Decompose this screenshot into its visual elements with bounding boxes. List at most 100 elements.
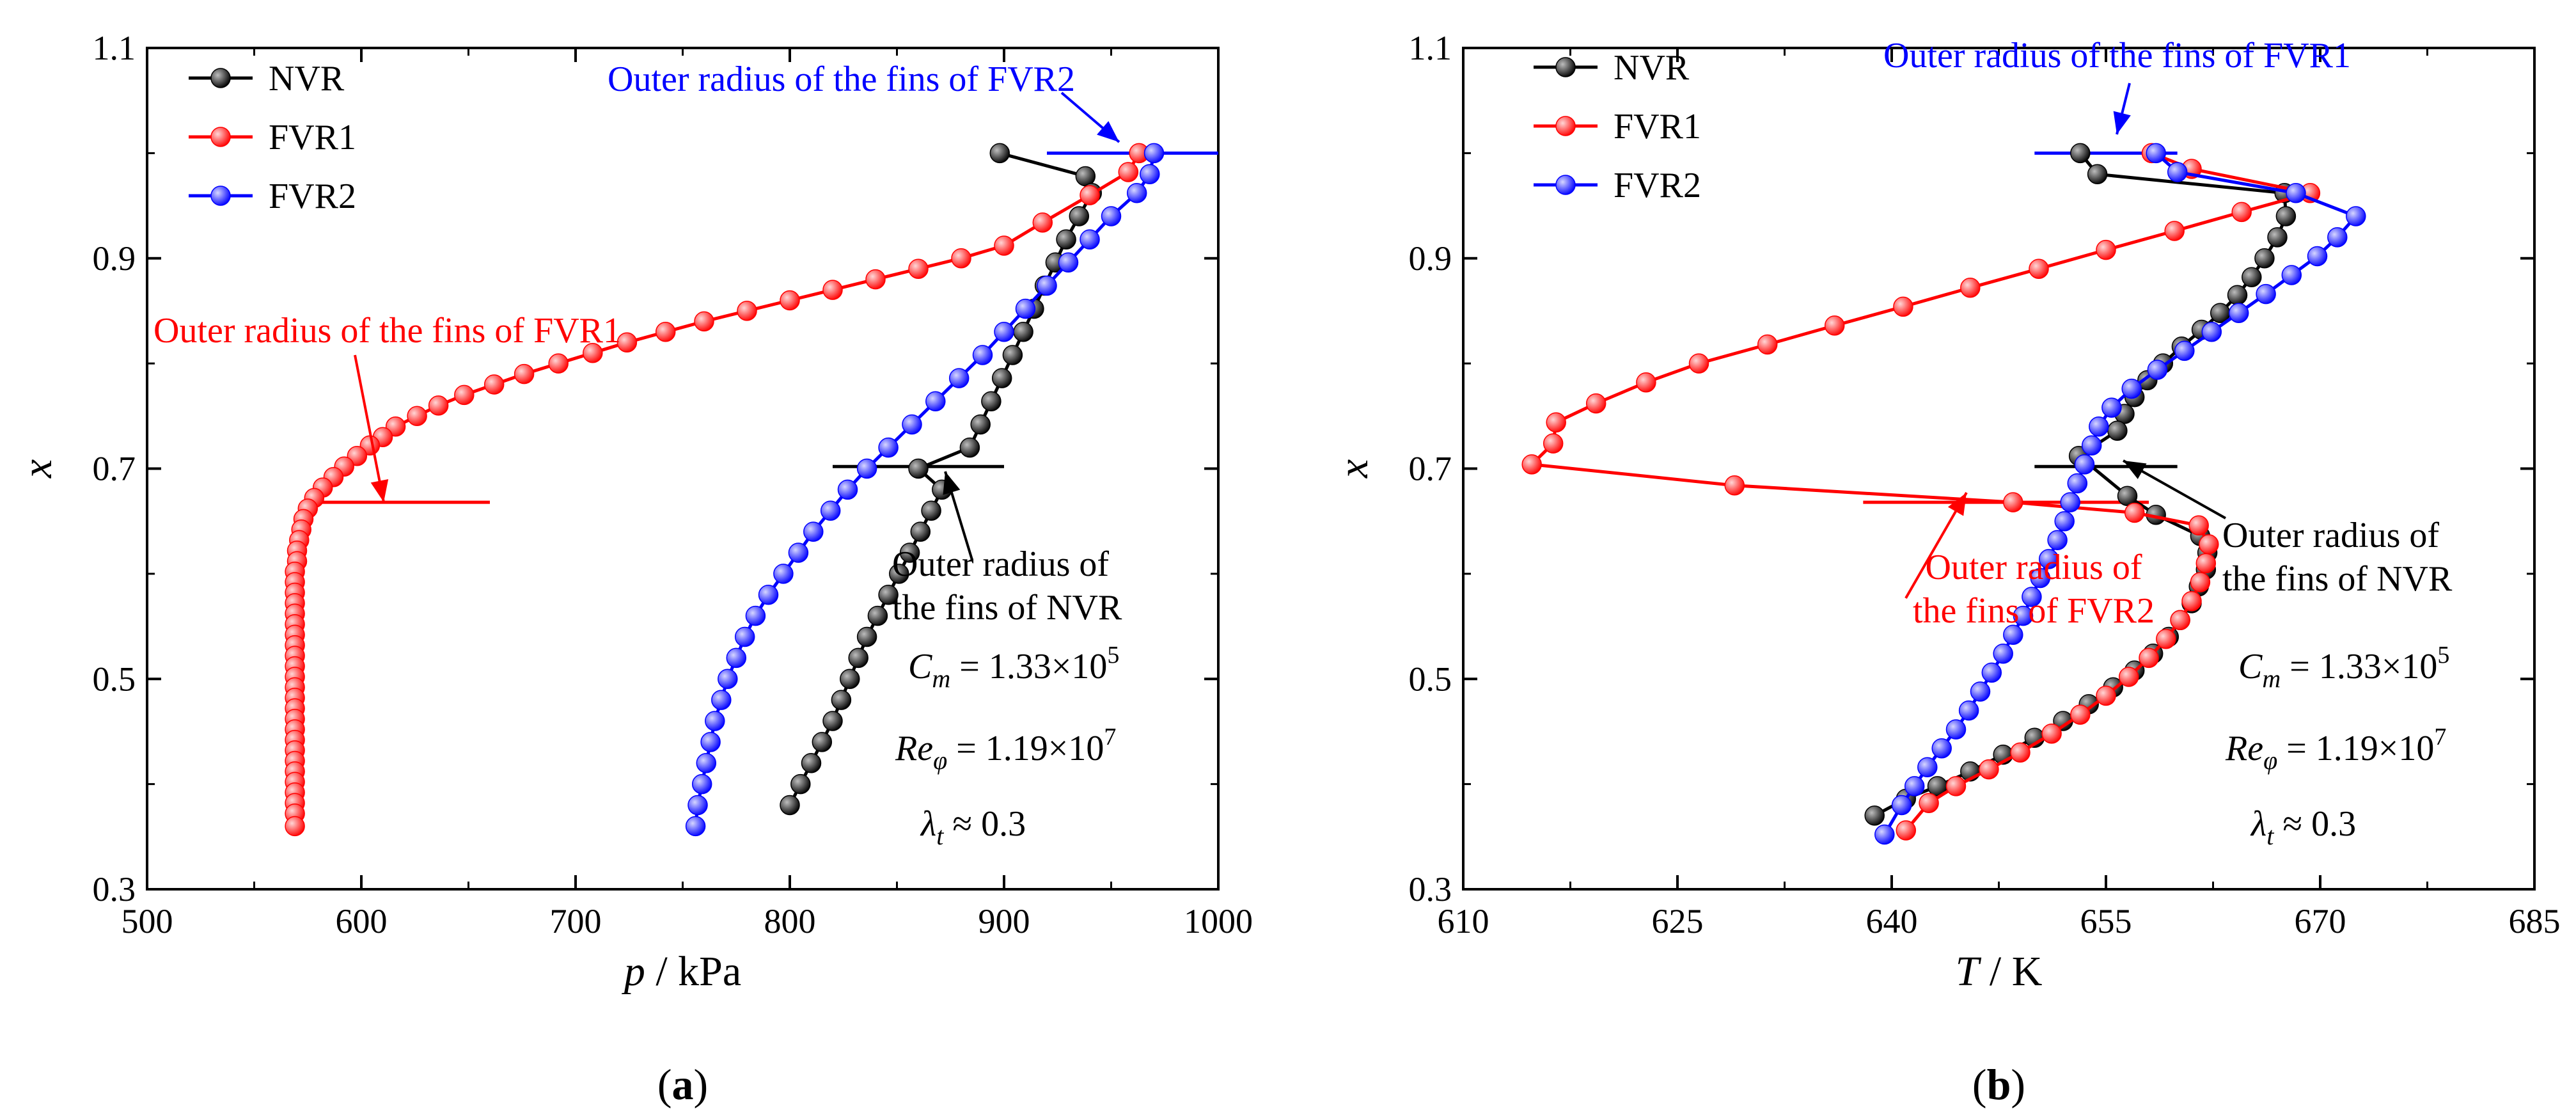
data-point [780,290,800,311]
data-point [2070,143,2091,164]
annotation-arrow-line [354,354,385,503]
param-lambda: λt ≈ 0.3 [920,804,1026,850]
data-point [820,500,841,521]
panel-label-open: ( [657,1060,672,1109]
param-symbol: λ [2250,804,2266,844]
annotation-text: the fins of FVR2 [1913,591,2155,631]
param-value: ≈ 0.3 [2274,804,2356,844]
data-point [691,773,712,795]
panel-label-close: ) [694,1060,709,1109]
series-line [1528,152,2311,832]
data-point [1945,719,1967,740]
data-point [812,732,833,752]
data-point [972,345,993,365]
data-point [856,626,877,647]
series-fvr1 [285,143,1149,837]
param-symbol: C [908,647,932,686]
data-point [2022,587,2042,607]
data-point [801,753,822,773]
data-point [2286,183,2306,203]
data-point [2167,162,2188,182]
data-point [921,500,941,521]
data-point [1896,820,1917,841]
data-point [925,391,946,412]
legend-swatch-marker [210,186,231,206]
panel-label-open: ( [1972,1060,1987,1109]
data-point [1931,738,1952,759]
data-point [899,543,920,563]
data-point [2096,685,2116,706]
data-point [1757,334,1778,355]
annotation-text: Outer radius of the fins of FVR2 [608,59,1075,99]
data-point [1945,776,1967,796]
annotation-arrow-head [1947,493,1967,516]
y-tick-label: 0.3 [93,870,136,908]
x-tick-label: 625 [1652,902,1704,940]
data-point [2147,360,2168,380]
data-point [2117,486,2138,506]
data-point [837,479,858,500]
param-subscript: m [2262,664,2281,693]
y-tick-label: 0.3 [1409,870,1452,908]
y-tick-label: 1.1 [1409,29,1452,67]
data-point [1864,805,1885,826]
param-symbol: λ [920,804,936,844]
data-point [2047,530,2068,551]
data-point [1874,824,1895,845]
panel-label: (b) [1972,1060,2025,1109]
x-tick-label: 610 [1438,902,1489,940]
data-point [2121,378,2142,399]
x-axis-unit: / kPa [645,948,741,995]
data-point [889,564,909,584]
x-tick-label: 700 [550,902,602,940]
data-point [2146,143,2166,164]
x-axis-variable: T [1956,948,1982,995]
data-point [1140,164,1160,185]
data-point [1891,795,1912,816]
param-subscript: φ [2263,746,2277,775]
data-point [2267,227,2288,248]
data-point [1143,143,1165,164]
series-line [694,152,1156,827]
legend-swatch-marker [210,127,231,147]
data-point [2228,303,2249,323]
data-point [583,342,603,363]
param-re: Reφ = 1.19×107 [2225,724,2446,775]
data-point [745,605,766,626]
series-fvr2 [685,143,1165,837]
data-point [2087,164,2108,185]
data-point [2188,515,2209,536]
data-point [1585,393,1606,414]
data-point [780,795,800,816]
data-point [856,458,877,479]
data-point [548,353,569,374]
data-point [694,311,714,332]
data-point [2074,454,2095,475]
data-point [2118,667,2139,687]
param-lambda: λt ≈ 0.3 [2250,804,2356,850]
x-tick-label: 640 [1866,902,1918,940]
x-axis-variable: p [622,948,645,995]
y-tick-label: 0.7 [93,450,136,488]
annotation-arrow-head [2123,461,2147,479]
data-point [1521,454,1542,475]
data-point [970,414,991,435]
legend: NVR FVR1 FVR2 [189,59,356,216]
data-point [902,414,922,435]
data-point [2190,572,2211,592]
data-point [407,406,427,427]
data-point [959,437,980,458]
data-point [758,585,779,605]
data-point [1058,252,1079,273]
param-symbol: Re [2225,729,2263,768]
data-point [848,647,868,669]
x-axis-label: T / K [1956,948,2043,995]
data-point [734,626,755,647]
data-point [991,368,1012,388]
data-point [2029,258,2049,279]
data-point [1101,206,1122,226]
data-point [1032,212,1053,233]
data-point [867,605,888,626]
data-point [737,301,757,321]
